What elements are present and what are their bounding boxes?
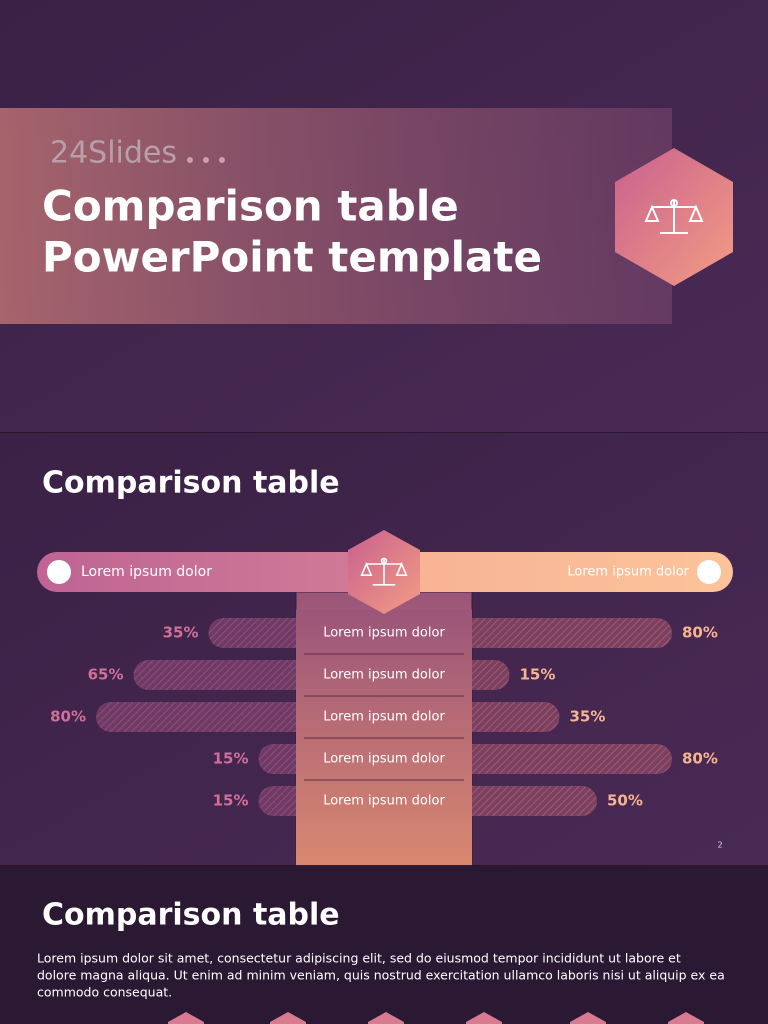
left-header: Lorem ipsum dolor (81, 564, 212, 580)
right-icon (697, 560, 721, 584)
right-value-label: 50% (607, 792, 643, 810)
row-label: Lorem ipsum dolor (323, 752, 445, 767)
slide-3-bg (0, 866, 768, 1024)
right-value-label: 15% (520, 666, 556, 684)
body-line: dolore magna aliqua. Ut enim ad minim ve… (37, 968, 725, 983)
body-line: Lorem ipsum dolor sit amet, consectetur … (37, 951, 681, 966)
bottom-hexes (168, 1012, 704, 1024)
page-number: 2 (717, 841, 722, 850)
body-line: commodo consequat. (37, 985, 172, 1000)
right-bar (452, 618, 672, 648)
left-value-label: 15% (213, 792, 249, 810)
right-bar (452, 702, 560, 732)
row-label: Lorem ipsum dolor (323, 668, 445, 683)
logo-dots (187, 157, 225, 163)
left-value-label: 35% (163, 624, 199, 642)
left-bar (208, 618, 316, 648)
left-bar (96, 702, 316, 732)
right-value-label: 80% (682, 624, 718, 642)
slide-2-title: Comparison table (42, 466, 340, 501)
left-value-label: 15% (213, 750, 249, 768)
right-value-label: 35% (570, 708, 606, 726)
title-band (0, 108, 672, 324)
logo: 24Slides (50, 136, 177, 171)
row-label: Lorem ipsum dolor (323, 794, 445, 809)
right-header: Lorem ipsum dolor (567, 565, 689, 580)
right-value-label: 80% (682, 750, 718, 768)
right-bar (452, 744, 672, 774)
right-bar (452, 786, 597, 816)
left-bar (133, 660, 316, 690)
left-value-label: 80% (50, 708, 86, 726)
title-line-1: Comparison table (42, 182, 459, 231)
left-value-label: 65% (88, 666, 124, 684)
rows: 35% 80% 65% 15% 80% 35% 15% 80% 15% 50% Lorem ipsu… (50, 610, 718, 865)
row-label: Lorem ipsum dolor (323, 710, 445, 725)
left-icon (47, 560, 71, 584)
slide-3-title: Comparison table (42, 898, 340, 933)
title-line-2: PowerPoint template (42, 233, 542, 282)
row-label: Lorem ipsum dolor (323, 626, 445, 641)
